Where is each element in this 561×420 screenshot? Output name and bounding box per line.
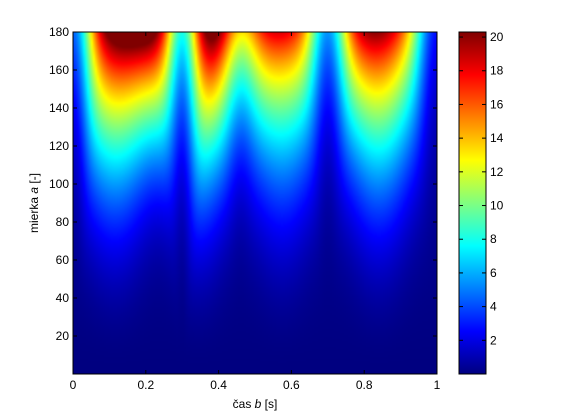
colorbar-tick-label: 18 <box>490 64 504 78</box>
colorbar-tick-label: 4 <box>490 300 497 314</box>
x-tick-label: 0 <box>70 378 77 392</box>
colorbar-tick-label: 12 <box>490 165 504 179</box>
plot-area: 0 0.2 0.4 0.6 0.8 1 20 40 60 80 100 120 140 160 180 <box>49 25 441 392</box>
y-tick-label: 120 <box>49 139 69 153</box>
colorbar-tick-label: 16 <box>490 97 504 111</box>
colorbar-tick-label: 10 <box>490 199 504 213</box>
x-tick-label: 0.4 <box>210 378 227 392</box>
y-tick-label: 140 <box>49 101 69 115</box>
y-tick-label: 80 <box>56 215 70 229</box>
colorbar-ticks: 2 4 6 8 10 12 14 16 18 20 <box>459 30 504 347</box>
x-tick-label: 0.2 <box>137 378 154 392</box>
colorbar-tick-label: 8 <box>490 232 497 246</box>
colorbar-tick-label: 6 <box>490 266 497 280</box>
y-axis-label-unit: [-] <box>27 173 41 187</box>
colorbar-tick-label: 2 <box>490 333 497 347</box>
y-tick-label: 60 <box>56 253 70 267</box>
y-tick-label: 20 <box>56 329 70 343</box>
colorbar-gradient <box>459 32 486 374</box>
x-axis-label-unit: [s] <box>261 397 277 411</box>
colorbar-tick-label: 14 <box>490 131 504 145</box>
x-tick-label: 1 <box>434 378 441 392</box>
x-tick-label: 0.6 <box>283 378 300 392</box>
x-axis-label: čas b [s] <box>233 397 278 411</box>
heatmap-image <box>73 32 437 374</box>
y-tick-label: 160 <box>49 63 69 77</box>
y-axis-ticks: 20 40 60 80 100 120 140 160 180 <box>49 25 437 343</box>
y-axis-label: mierka a [-] <box>27 173 41 233</box>
x-tick-label: 0.8 <box>356 378 373 392</box>
colorbar: 2 4 6 8 10 12 14 16 18 20 <box>458 30 504 375</box>
x-axis-ticks: 0 0.2 0.4 0.6 0.8 1 <box>70 32 441 392</box>
y-tick-label: 180 <box>49 25 69 39</box>
y-axis-label-var: a <box>27 187 41 194</box>
colorbar-tick-label: 20 <box>490 30 504 44</box>
colorbar-frame <box>458 31 487 375</box>
y-tick-label: 40 <box>56 291 70 305</box>
x-axis-label-prefix: čas <box>233 397 255 411</box>
y-axis-label-prefix: mierka <box>27 194 41 233</box>
y-tick-label: 100 <box>49 177 69 191</box>
x-axis-label-var: b <box>255 397 262 411</box>
plot-frame <box>72 31 438 375</box>
